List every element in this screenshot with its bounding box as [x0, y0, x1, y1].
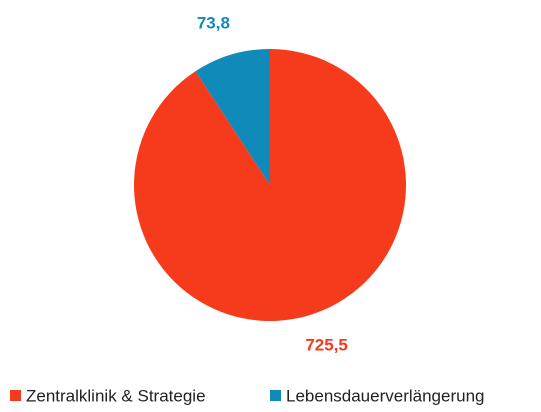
- data-label: 725,5: [305, 335, 348, 354]
- legend-swatch: [270, 390, 281, 401]
- legend-label: Zentralklinik & Strategie: [26, 386, 206, 405]
- pie-slice: [195, 49, 270, 185]
- legend-label: Lebensdauerverlängerung: [286, 386, 485, 405]
- legend-swatch: [10, 390, 21, 401]
- data-label: 73,8: [197, 14, 230, 33]
